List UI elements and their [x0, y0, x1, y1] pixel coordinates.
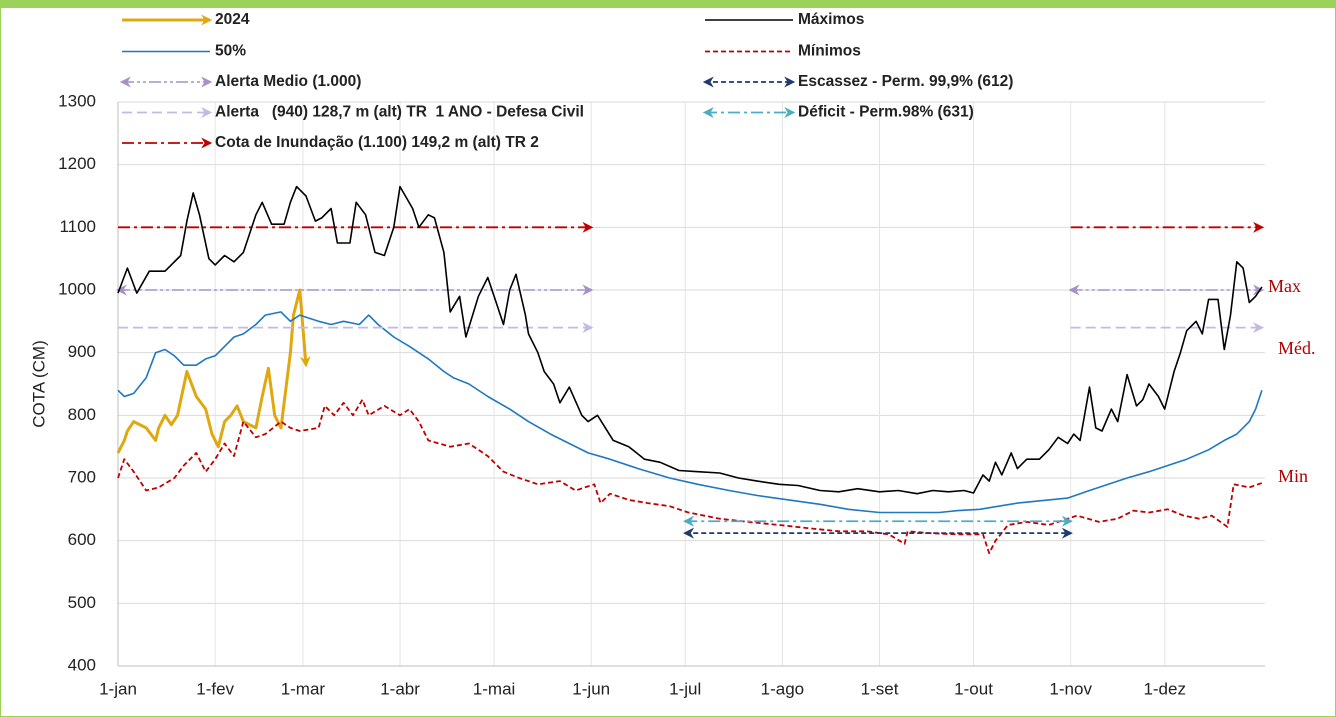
y-tick-label: 400 — [68, 655, 96, 674]
y-tick-label: 700 — [68, 467, 96, 486]
y-tick-label: 1100 — [59, 217, 96, 236]
y-tick-label: 1300 — [58, 91, 96, 110]
legend-label: Déficit - Perm.98% (631) — [798, 104, 974, 121]
series-line — [117, 185, 1263, 495]
y-tick-label: 900 — [68, 342, 96, 361]
annotation: Max — [1268, 276, 1301, 296]
x-tick-label: 1-jun — [572, 679, 610, 698]
annotation: Min — [1278, 466, 1308, 486]
x-tick-label: 1-set — [861, 679, 899, 698]
legend-label: Alerta (940) 128,7 m (alt) TR 1 ANO - De… — [215, 104, 584, 121]
y-tick-label: 600 — [68, 530, 96, 549]
x-tick-label: 1-dez — [1143, 679, 1186, 698]
legend-label: 50% — [215, 43, 246, 60]
y-tick-label: 1200 — [58, 154, 96, 173]
x-tick-label: 1-abr — [380, 679, 420, 698]
x-tick-label: 1-mai — [473, 679, 516, 698]
x-tick-label: 1-fev — [196, 679, 234, 698]
y-tick-label: 800 — [68, 405, 96, 424]
y-axis-title: COTA (CM) — [29, 340, 48, 428]
series-line — [116, 288, 311, 454]
x-tick-label: 1-jan — [99, 679, 137, 698]
legend-label: Alerta Medio (1.000) — [215, 73, 361, 90]
legend-label: Cota de Inundação (1.100) 149,2 m (alt) … — [215, 134, 539, 151]
series-line — [117, 398, 1263, 555]
y-tick-label: 500 — [68, 593, 96, 612]
x-tick-label: 1-out — [954, 679, 993, 698]
x-tick-label: 1-nov — [1049, 679, 1092, 698]
legend-label: Máximos — [798, 11, 864, 28]
x-tick-label: 1-jul — [669, 679, 701, 698]
legend-label: Mínimos — [798, 43, 861, 60]
x-tick-label: 1-mar — [281, 679, 326, 698]
annotation: Méd. — [1278, 338, 1316, 358]
y-tick-label: 1000 — [58, 279, 96, 298]
legend-label: Escassez - Perm. 99,9% (612) — [798, 73, 1013, 90]
legend-label: 2024 — [215, 11, 250, 28]
top-border — [0, 0, 1336, 8]
series-line — [117, 311, 1263, 514]
x-tick-label: 1-ago — [761, 679, 804, 698]
